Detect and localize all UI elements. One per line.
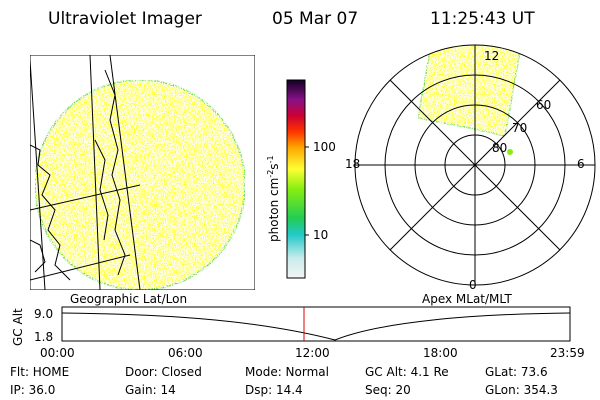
alt-x-label: 18:00 xyxy=(423,346,458,360)
footer: Flt: HOME Door: Closed Mode: Normal GC Alt:… xyxy=(10,365,558,397)
alt-y-label: 1.8 xyxy=(34,330,53,344)
unit: s xyxy=(267,163,281,169)
alt-curve xyxy=(61,312,571,341)
alt-x-label: 00:00 xyxy=(40,346,75,360)
polar-plot xyxy=(354,44,596,286)
title: Ultraviolet Imager xyxy=(48,9,202,29)
alt-axis-label: GC Alt xyxy=(11,308,25,346)
exponent: -2 xyxy=(266,170,275,178)
alt-x-label: 12:00 xyxy=(295,346,330,360)
exponent: -1 xyxy=(266,155,275,163)
lat-label: 60 xyxy=(536,98,551,112)
status-field: Flt: HOME xyxy=(10,365,69,379)
status-field: Gain: 14 xyxy=(125,383,176,397)
date: 05 Mar 07 xyxy=(272,9,358,29)
status-field: GLat: 73.6 xyxy=(485,365,548,379)
alt-x-label: 23:59 xyxy=(550,346,585,360)
mlt-label: 12 xyxy=(484,49,499,63)
lat-label: 80 xyxy=(492,141,507,155)
status-field: GC Alt: 4.1 Re xyxy=(365,365,449,379)
mlt-label: 0 xyxy=(469,278,477,292)
colorbar xyxy=(286,79,306,279)
time: 11:25:43 UT xyxy=(430,9,535,29)
alt-frame xyxy=(61,306,571,342)
polar-caption: Apex MLat/MLT xyxy=(422,292,512,306)
geographic-image xyxy=(30,55,255,290)
colorbar-label: photon cm-2s-1 xyxy=(266,155,281,242)
alt-y-label: 9.0 xyxy=(34,307,53,321)
colorbar-tick-label: 100 xyxy=(313,140,336,154)
lat-label: 70 xyxy=(512,121,527,135)
status-field: Mode: Normal xyxy=(245,365,329,379)
status-field: Dsp: 14.4 xyxy=(245,383,303,397)
unit: photon cm xyxy=(267,178,281,242)
status-field: Door: Closed xyxy=(125,365,202,379)
status-field: IP: 36.0 xyxy=(10,383,55,397)
mlt-label: 6 xyxy=(577,157,585,171)
alt-x-label: 06:00 xyxy=(168,346,203,360)
left-caption: Geographic Lat/Lon xyxy=(70,292,187,306)
status-field: GLon: 354.3 xyxy=(485,383,558,397)
colorbar-tick-label: 10 xyxy=(313,228,328,242)
mlt-label: 18 xyxy=(345,157,360,171)
status-field: Seq: 20 xyxy=(365,383,411,397)
